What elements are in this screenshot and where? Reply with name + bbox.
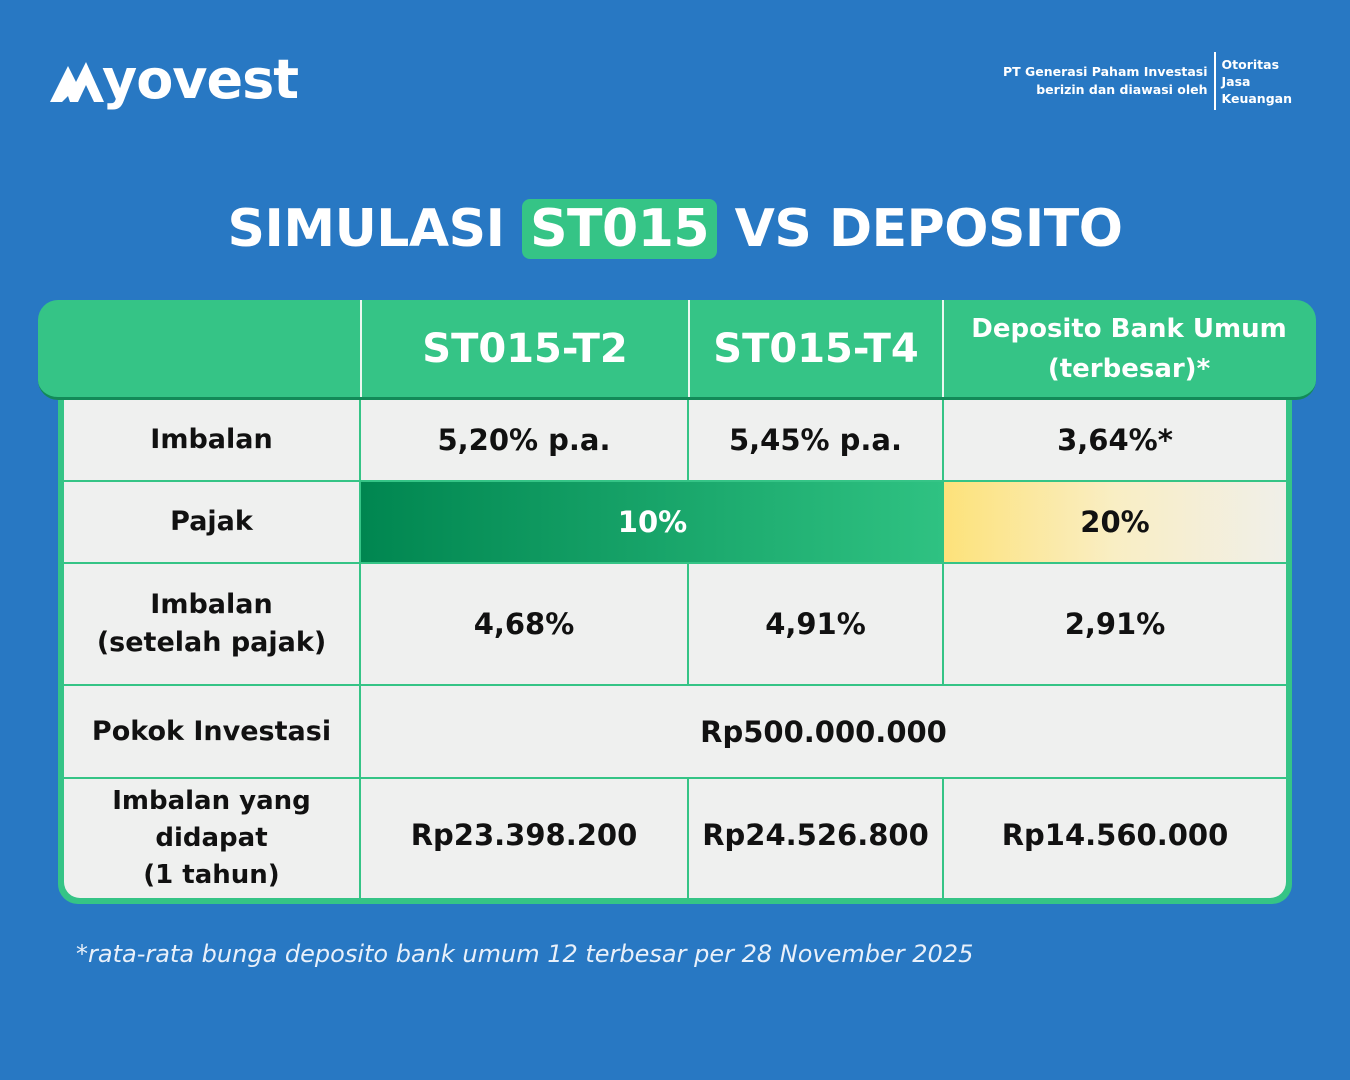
title-highlight: ST015 [522, 199, 718, 259]
company-name: PT Generasi Paham Investasi [1002, 64, 1208, 79]
col-divider [942, 400, 944, 480]
table-body: Imbalan 5,20% p.a. 5,45% p.a. 3,64%* Paj… [64, 400, 1286, 898]
col-divider [942, 777, 944, 898]
brand-name: yovest [102, 48, 299, 111]
tax-sbn-fill [360, 482, 944, 562]
cell-didapat-t4: Rp24.526.800 [702, 818, 929, 852]
row-divider [64, 777, 1286, 779]
row-label-imbalan: Imbalan [150, 424, 273, 455]
row-divider [64, 562, 1286, 564]
header-divider [942, 300, 944, 397]
cell-setelah-t4: 4,91% [765, 607, 866, 641]
cell-setelah-deposito: 2,91% [1064, 607, 1166, 641]
header-divider [688, 300, 690, 397]
table-header: ST015-T2 ST015-T4 Deposito Bank Umum (te… [38, 300, 1316, 400]
ojk-logo-text: Otoritas Jasa Keuangan [1221, 56, 1292, 106]
row-label-pajak: Pajak [170, 506, 253, 537]
cell-pajak-deposito: 20% [1080, 505, 1150, 539]
tax-deposito-fill [944, 482, 1286, 562]
footnote: *rata-rata bunga deposito bank umum 12 t… [76, 940, 974, 968]
cell-didapat-t2: Rp23.398.200 [410, 818, 638, 852]
cell-imbalan-deposito: 3,64%* [1057, 423, 1173, 457]
comparison-table: Imbalan 5,20% p.a. 5,45% p.a. 3,64%* Paj… [58, 300, 1292, 904]
divider [1213, 52, 1216, 110]
header-st015-t4: ST015-T4 [713, 325, 919, 372]
col-divider [687, 777, 689, 898]
cell-imbalan-t4: 5,45% p.a. [728, 423, 903, 457]
row-divider [64, 480, 1286, 482]
mountain-n-icon [50, 62, 104, 102]
col-divider [359, 400, 361, 898]
row-label-pokok: Pokok Investasi [91, 715, 332, 747]
cell-pokok-value: Rp500.000.000 [700, 714, 947, 749]
row-label-imbalan-didapat: Imbalan yang didapat (1 tahun) [112, 786, 311, 890]
regulator-info: PT Generasi Paham Investasi berizin dan … [1003, 52, 1292, 110]
header-st015-t2: ST015-T2 [422, 325, 628, 372]
row-divider [64, 684, 1286, 686]
cell-pajak-sbn: 10% [617, 505, 688, 539]
cell-imbalan-t2: 5,20% p.a. [437, 423, 611, 457]
header-divider [360, 300, 362, 397]
col-divider [942, 562, 944, 684]
supervision-text: berizin dan diawasi oleh [1036, 82, 1208, 97]
row-label-imbalan-setelah-pajak: Imbalan (setelah pajak) [96, 589, 327, 658]
brand-logo: yovest [46, 48, 299, 111]
header-deposito: Deposito Bank Umum (terbesar)* [971, 313, 1287, 384]
cell-didapat-deposito: Rp14.560.000 [1001, 818, 1229, 852]
page-title: SIMULASI ST015 VS DEPOSITO [227, 199, 1123, 259]
col-divider [687, 400, 689, 480]
cell-setelah-t2: 4,68% [473, 607, 575, 641]
col-divider [687, 562, 689, 684]
